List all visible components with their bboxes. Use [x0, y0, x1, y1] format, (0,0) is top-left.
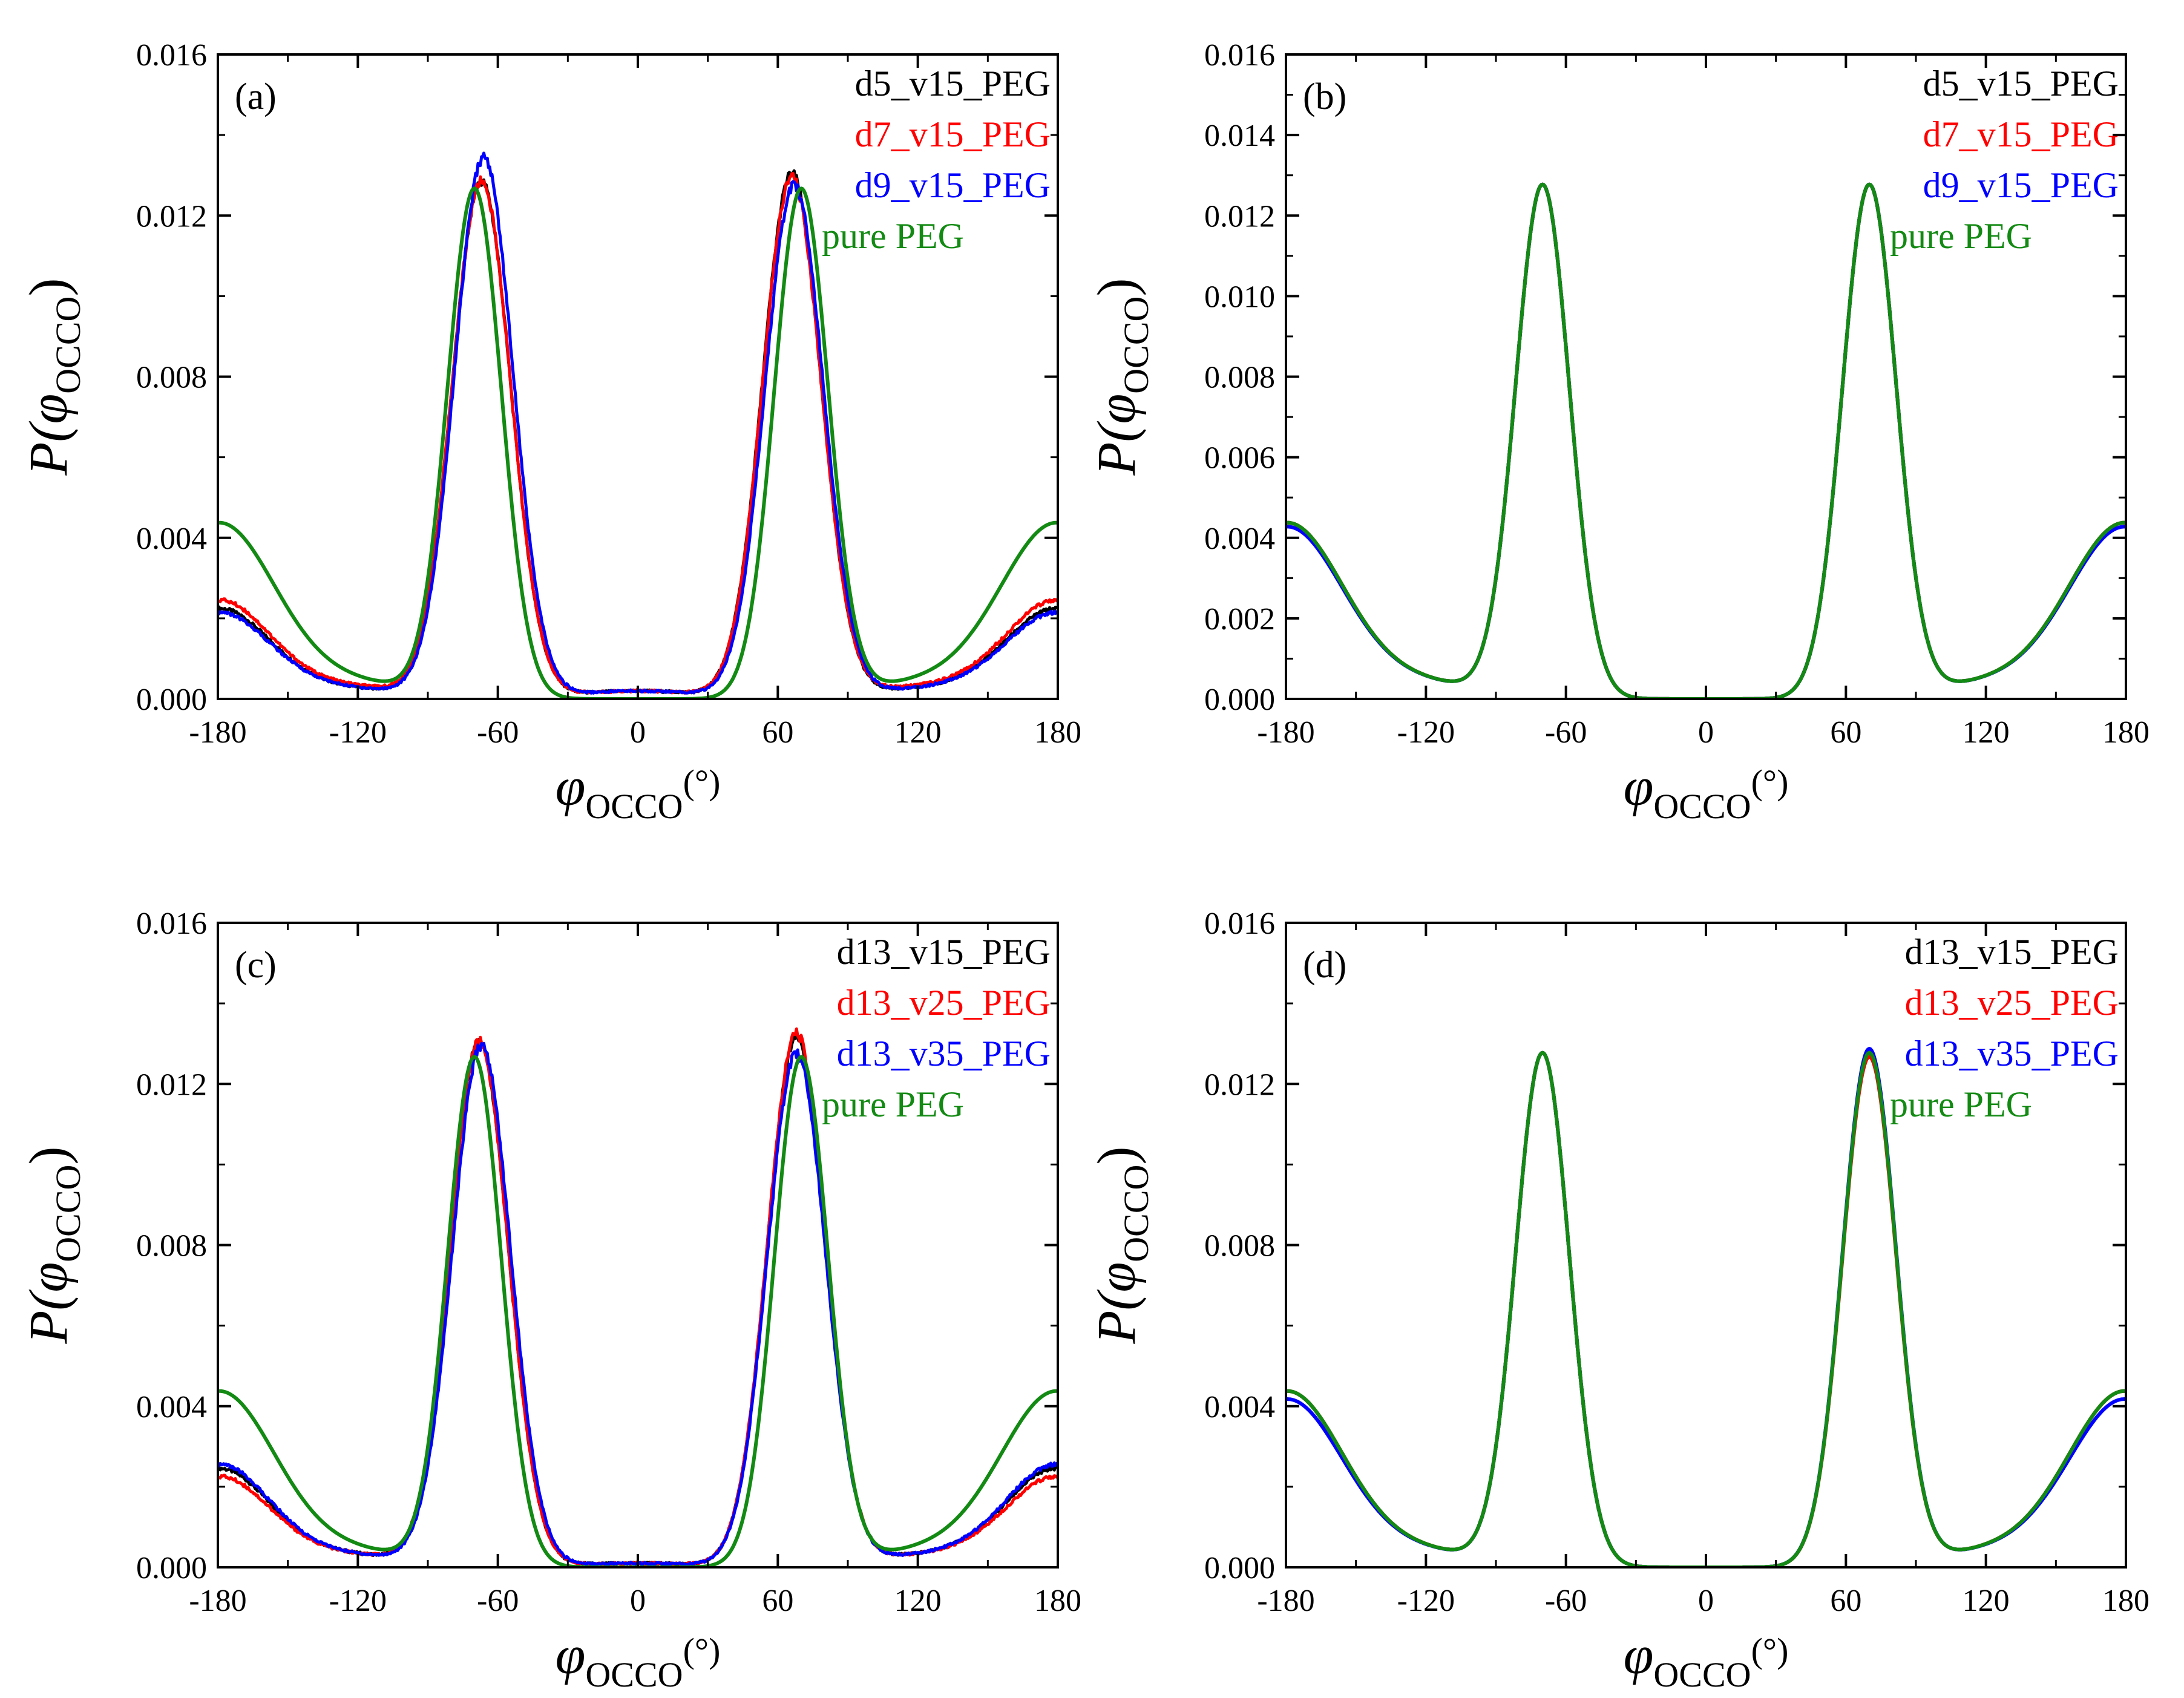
panel-label: (a): [235, 76, 277, 117]
panel-d: -180 -120 -60 0 60 120 180 0.000 0.004 0.008 0.012…: [1087, 906, 2150, 1694]
legend-entry: d7_v15_PEG: [855, 114, 1051, 154]
x-tick-label: -60: [477, 1584, 519, 1618]
legend-entry: pure PEG: [822, 1084, 964, 1124]
series-line-pure-peg: [1286, 1051, 2126, 1567]
x-tick-label: -120: [329, 1584, 387, 1618]
x-tick-label: -180: [189, 1584, 246, 1618]
x-tick-label: 180: [2102, 715, 2150, 750]
legend-entry: d5_v15_PEG: [1923, 64, 2119, 103]
x-axis-title: φOCCO(°): [556, 757, 721, 826]
legend-entry: d13_v35_PEG: [837, 1034, 1051, 1074]
panel-a: -180 -120 -60 0 60 120 180 0.000 0.004 0.008 0.012…: [19, 38, 1081, 826]
series-line-pure-peg: [218, 186, 1058, 699]
y-tick-label: 0.004: [1204, 1390, 1275, 1424]
legend-entry: d5_v15_PEG: [855, 64, 1051, 103]
x-tick-label: 180: [1034, 1584, 1081, 1618]
series-line-pure-peg: [218, 1055, 1058, 1567]
y-tick-label: 0.000: [1204, 1551, 1275, 1585]
y-tick-label: 0.016: [136, 906, 207, 941]
y-tick-label: 0.008: [1204, 361, 1275, 395]
y-tick-label: 0.004: [1204, 522, 1275, 556]
y-tick-label: 0.008: [1204, 1229, 1275, 1264]
legend-entry: d7_v15_PEG: [1923, 114, 2119, 154]
x-tick-label: 120: [1963, 715, 2010, 750]
x-tick-label: 0: [630, 1584, 646, 1618]
x-tick-label: -120: [1397, 1584, 1455, 1618]
panel-b: -180 -120 -60 0 60 120 180 0.000 0.002 0.004 0.006…: [1087, 38, 2150, 826]
panel-label: (b): [1303, 76, 1346, 117]
y-tick-label: 0.002: [1204, 602, 1275, 637]
y-tick-label: 0.010: [1204, 280, 1275, 314]
y-axis-title: P(φOCCO): [19, 278, 88, 476]
x-tick-label: 180: [2102, 1584, 2150, 1618]
y-tick-label: 0.016: [136, 38, 207, 73]
x-tick-label: -60: [477, 715, 519, 750]
y-tick-label: 0.008: [136, 1229, 207, 1264]
x-tick-label: -120: [1397, 715, 1455, 750]
x-tick-label: 120: [1963, 1584, 2010, 1618]
panel-c: -180 -120 -60 0 60 120 180 0.000 0.004 0.008 0.012…: [19, 906, 1081, 1694]
panel-label: (c): [235, 945, 277, 986]
legend-entry: d13_v15_PEG: [837, 932, 1051, 972]
y-axis-title: P(φOCCO): [1087, 1147, 1156, 1345]
y-tick-label: 0.012: [1204, 1067, 1275, 1102]
x-axis-title: φOCCO(°): [1624, 1625, 1789, 1694]
legend-entry: d13_v35_PEG: [1905, 1034, 2119, 1074]
plot-area: [1286, 182, 2126, 699]
series-line-pure-peg: [1286, 182, 2126, 699]
x-tick-label: 0: [1698, 715, 1714, 750]
x-tick-label: 60: [1830, 715, 1861, 750]
x-tick-label: 120: [894, 715, 942, 750]
x-tick-label: -120: [329, 715, 387, 750]
legend-entry: d9_v15_PEG: [1923, 165, 2119, 205]
x-tick-label: -60: [1545, 715, 1587, 750]
legend-entry: d13_v15_PEG: [1905, 932, 2119, 972]
y-tick-label: 0.012: [136, 199, 207, 234]
legend-entry: pure PEG: [1890, 216, 2032, 256]
y-tick-label: 0.004: [136, 1390, 207, 1424]
y-axis-title: P(φOCCO): [19, 1147, 88, 1345]
x-tick-label: 60: [762, 1584, 793, 1618]
x-axis-title: φOCCO(°): [556, 1625, 721, 1694]
y-tick-label: 0.012: [136, 1067, 207, 1102]
legend-entry: pure PEG: [822, 216, 964, 256]
y-tick-label: 0.012: [1204, 199, 1275, 234]
y-tick-label: 0.016: [1204, 906, 1275, 941]
x-tick-label: 120: [894, 1584, 942, 1618]
x-tick-label: -180: [189, 715, 246, 750]
y-tick-label: 0.006: [1204, 441, 1275, 476]
x-tick-label: -180: [1257, 1584, 1314, 1618]
y-axis-title: P(φOCCO): [1087, 278, 1156, 476]
x-tick-label: 180: [1034, 715, 1081, 750]
legend-entry: d9_v15_PEG: [855, 165, 1051, 205]
legend-entry: pure PEG: [1890, 1084, 2032, 1124]
x-axis-title: φOCCO(°): [1624, 757, 1789, 826]
x-tick-label: -180: [1257, 715, 1314, 750]
legend-entry: d13_v25_PEG: [1905, 983, 2119, 1023]
y-tick-label: 0.000: [136, 1551, 207, 1585]
y-tick-label: 0.008: [136, 361, 207, 395]
x-tick-label: 60: [762, 715, 793, 750]
plot-area: [1286, 1047, 2126, 1567]
legend-entry: d13_v25_PEG: [837, 983, 1051, 1023]
y-tick-label: 0.016: [1204, 38, 1275, 73]
panel-label: (d): [1303, 945, 1346, 986]
x-tick-label: 0: [630, 715, 646, 750]
y-tick-label: 0.004: [136, 522, 207, 556]
x-tick-label: 0: [1698, 1584, 1714, 1618]
y-tick-label: 0.014: [1204, 119, 1275, 153]
x-tick-label: -60: [1545, 1584, 1587, 1618]
y-tick-label: 0.000: [136, 683, 207, 717]
x-tick-label: 60: [1830, 1584, 1861, 1618]
y-tick-label: 0.000: [1204, 683, 1275, 717]
